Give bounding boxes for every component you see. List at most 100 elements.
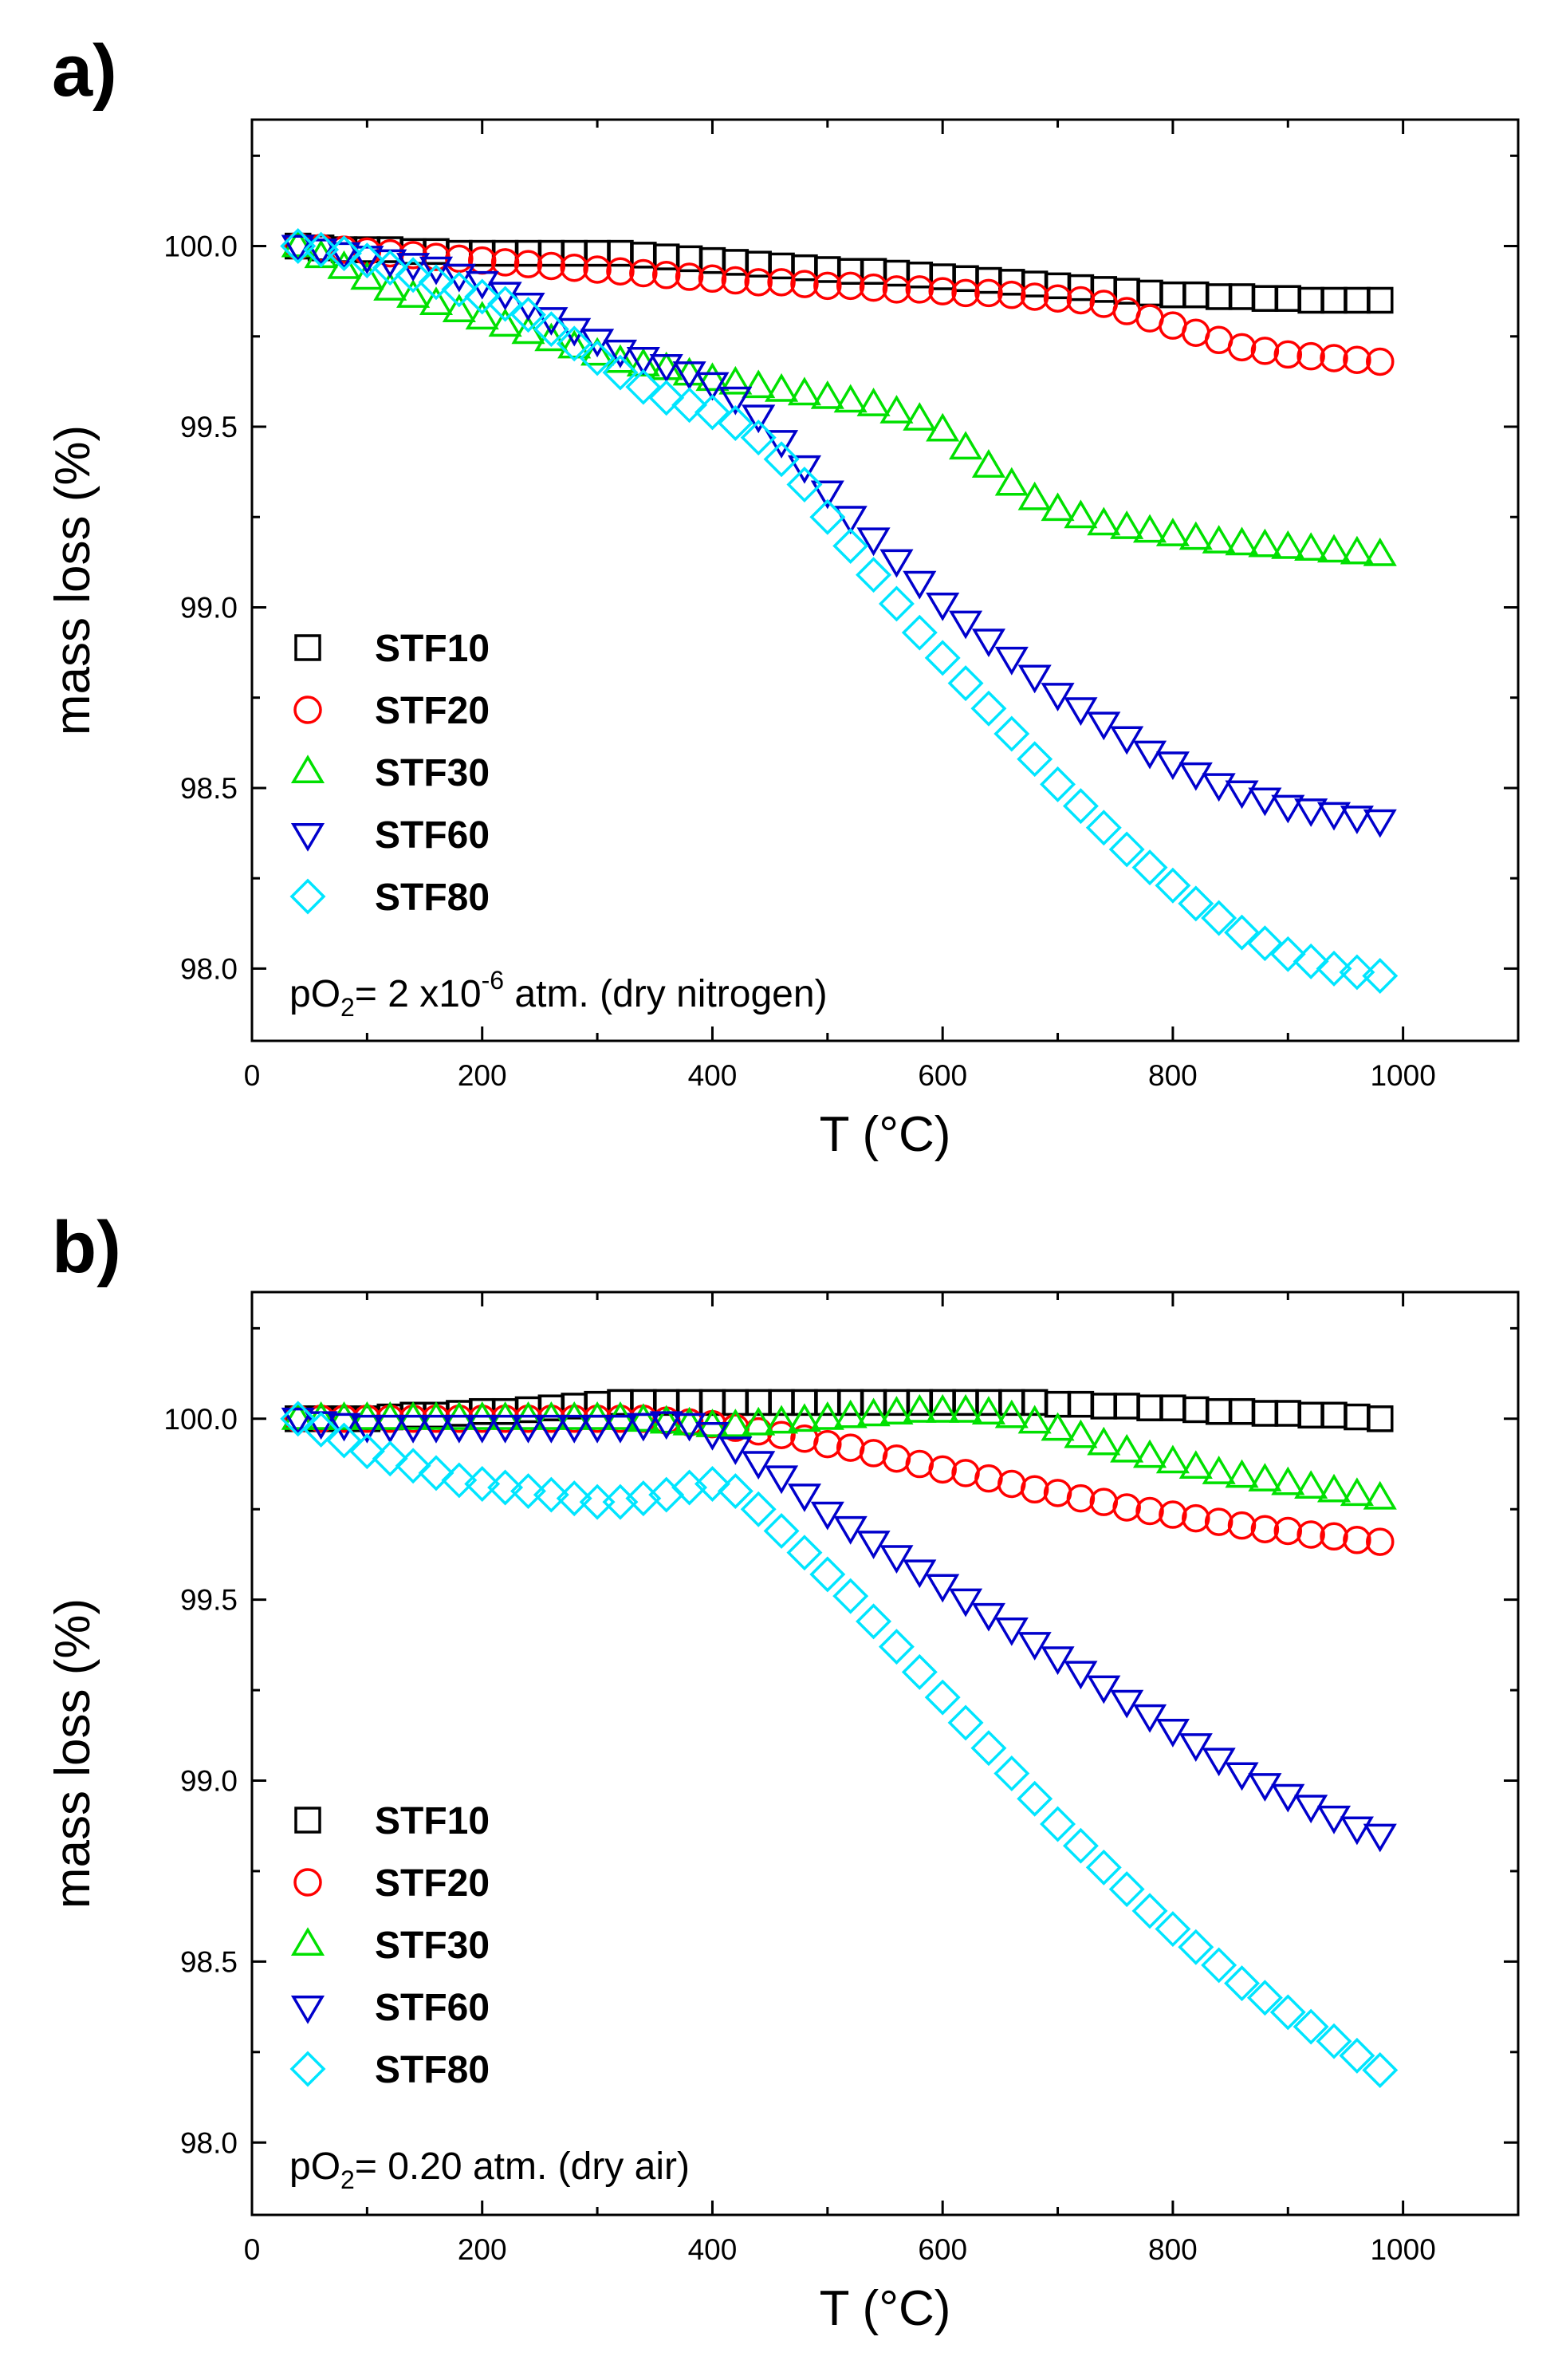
data-point [786, 466, 823, 502]
data-point [813, 1429, 842, 1459]
data-point [326, 235, 362, 272]
data-point [1273, 340, 1303, 369]
series-stf80 [280, 1401, 1399, 2088]
data-point [560, 253, 588, 282]
data-point [1110, 1689, 1144, 1719]
data-point [464, 278, 501, 315]
data-point [1225, 1459, 1259, 1488]
data-point [651, 261, 681, 290]
data-point [1131, 849, 1168, 886]
data-point [878, 1629, 915, 1665]
data-point [1155, 518, 1190, 546]
data-point [510, 1473, 546, 1510]
data-point [1043, 284, 1072, 313]
data-point [994, 646, 1029, 676]
data-point [1227, 1511, 1257, 1540]
data-point [465, 270, 499, 300]
data-point [1367, 1405, 1394, 1432]
data-point [1064, 1661, 1098, 1690]
annotation-mid: = 0.20 atm. (dry air) [355, 2146, 690, 2188]
data-point [1344, 1403, 1371, 1431]
data-point [419, 1414, 454, 1444]
data-point [1316, 2023, 1352, 2059]
data-point [971, 1396, 1005, 1424]
data-point [926, 1393, 960, 1423]
data-point [1085, 1849, 1122, 1885]
data-point [997, 280, 1026, 309]
data-point [1178, 762, 1213, 791]
data-point [1043, 1479, 1072, 1507]
data-point [1316, 1473, 1352, 1503]
data-point [859, 1439, 888, 1468]
data-point [1201, 1947, 1237, 1984]
data-point [1178, 1929, 1214, 1965]
data-point [763, 441, 800, 478]
data-point [1040, 766, 1076, 802]
data-point [717, 404, 753, 441]
data-point [718, 365, 753, 395]
data-point [926, 1574, 960, 1603]
data-point [675, 262, 704, 291]
data-point [947, 1704, 984, 1741]
y-tick-label: 98.5 [180, 1945, 238, 1978]
data-point [856, 1531, 891, 1559]
data-point [280, 228, 317, 265]
data-point [326, 1422, 362, 1459]
series-stf80 [280, 228, 1399, 994]
data-point [1182, 281, 1210, 309]
data-point [974, 278, 1003, 308]
data-point [1202, 1456, 1236, 1484]
data-point [1182, 318, 1210, 347]
data-point [441, 1462, 478, 1499]
data-point [583, 255, 612, 284]
x-tick-label: 1000 [1370, 1059, 1435, 1092]
data-point [903, 1393, 937, 1423]
data-point [1155, 1719, 1190, 1748]
data-point [1159, 1394, 1186, 1421]
data-point [1271, 1466, 1305, 1495]
data-point [971, 449, 1005, 478]
x-tick-label: 400 [688, 2233, 738, 2266]
data-point [1316, 1805, 1352, 1834]
data-point [1135, 1496, 1164, 1526]
data-point [836, 271, 865, 301]
data-point [1248, 787, 1282, 817]
data-point [1225, 1762, 1259, 1791]
data-point [1159, 1500, 1187, 1529]
data-point [859, 273, 888, 302]
data-point [419, 256, 454, 286]
data-point [1271, 1783, 1305, 1813]
data-point [1090, 1393, 1118, 1420]
data-point [1363, 1823, 1397, 1853]
data-point [901, 614, 938, 651]
legend-marker [289, 2051, 326, 2087]
data-point [511, 1414, 545, 1444]
data-point [1113, 1393, 1140, 1420]
x-tick-label: 0 [244, 1059, 261, 1092]
data-point [926, 592, 960, 621]
y-tick-label: 99.5 [180, 411, 238, 443]
data-point [1316, 802, 1352, 831]
data-point [1017, 664, 1052, 694]
data-point [1087, 506, 1121, 536]
data-point [1178, 885, 1214, 922]
data-point [1367, 286, 1394, 314]
data-point [787, 455, 822, 484]
data-point [740, 1491, 777, 1527]
data-point [1339, 954, 1375, 991]
data-point [1225, 780, 1259, 810]
data-point [488, 1414, 522, 1444]
data-point [1040, 1806, 1076, 1842]
data-point [717, 1473, 753, 1510]
data-point [1320, 344, 1348, 372]
data-point [1250, 337, 1280, 365]
data-point [763, 1512, 800, 1549]
data-point [833, 1515, 868, 1545]
data-point [994, 1399, 1029, 1428]
legend-label: STF30 [375, 752, 490, 794]
data-point [1041, 1646, 1075, 1676]
data-point [396, 1414, 431, 1444]
data-point [952, 265, 979, 293]
data-point [1251, 285, 1279, 312]
data-point [1362, 2052, 1399, 2088]
